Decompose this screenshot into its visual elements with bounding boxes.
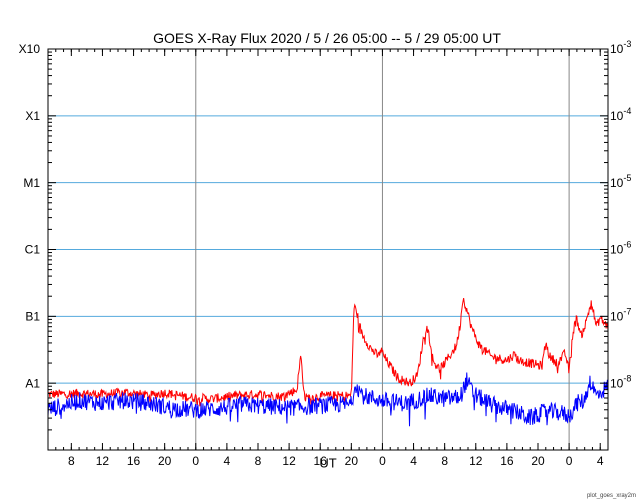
x-tick-label: 4	[597, 454, 604, 468]
x-tick-label: 16	[314, 454, 328, 468]
x-tick-label: 20	[531, 454, 545, 468]
chart-title: GOES X-Ray Flux 2020 / 5 / 26 05:00 -- 5…	[153, 30, 501, 46]
y-left-tick-label: B1	[25, 310, 40, 324]
x-tick-label: 4	[224, 454, 231, 468]
y-right-tick-label: 10-4	[610, 106, 631, 123]
x-tick-label: 12	[469, 454, 483, 468]
x-tick-label: 12	[282, 454, 296, 468]
y-right-tick-exponent: -4	[623, 106, 631, 116]
y-left-tick-label: A1	[25, 376, 40, 390]
y-right-tick-label: 10-3	[610, 39, 631, 56]
x-tick-label: 8	[441, 454, 448, 468]
x-tick-label: 0	[566, 454, 573, 468]
y-right-tick-exponent: -7	[623, 307, 631, 317]
y-right-tick-label: 10-8	[610, 373, 631, 390]
y-left-tick-label: C1	[25, 243, 41, 257]
x-tick-label: 20	[345, 454, 359, 468]
series-line	[47, 372, 609, 427]
x-axis-label: UT	[319, 456, 336, 471]
grid-layer	[48, 49, 608, 450]
series-line	[47, 298, 609, 409]
axis-layer: 8 12 16 20 0 4 8 12 16 20 0 4 8 12 16 20 0 4 X10 X1 M1 C1 B1 A1…	[19, 39, 632, 468]
x-tick-label: 8	[255, 454, 262, 468]
y-right-tick-exponent: -3	[623, 39, 631, 49]
y-right-tick-exponent: -8	[623, 373, 631, 383]
x-tick-label: 4	[410, 454, 417, 468]
y-right-tick-exponent: -6	[623, 240, 631, 250]
y-left-tick-label: X1	[25, 109, 40, 123]
x-tick-label: 12	[96, 454, 110, 468]
y-left-tick-label: X10	[19, 42, 41, 56]
series-layer	[47, 298, 609, 427]
y-left-tick-label: M1	[23, 176, 40, 190]
footer-label: plot_goes_xray2m	[587, 493, 636, 499]
y-right-tick-exponent: -5	[623, 173, 631, 183]
x-tick-label: 0	[192, 454, 199, 468]
y-right-tick-label: 10-6	[610, 240, 631, 257]
x-tick-label: 8	[68, 454, 75, 468]
x-tick-label: 16	[500, 454, 514, 468]
x-tick-label: 20	[158, 454, 172, 468]
y-right-tick-label: 10-7	[610, 307, 631, 324]
y-right-tick-label: 10-5	[610, 173, 631, 190]
x-tick-label: 16	[127, 454, 141, 468]
x-tick-label: 0	[379, 454, 386, 468]
